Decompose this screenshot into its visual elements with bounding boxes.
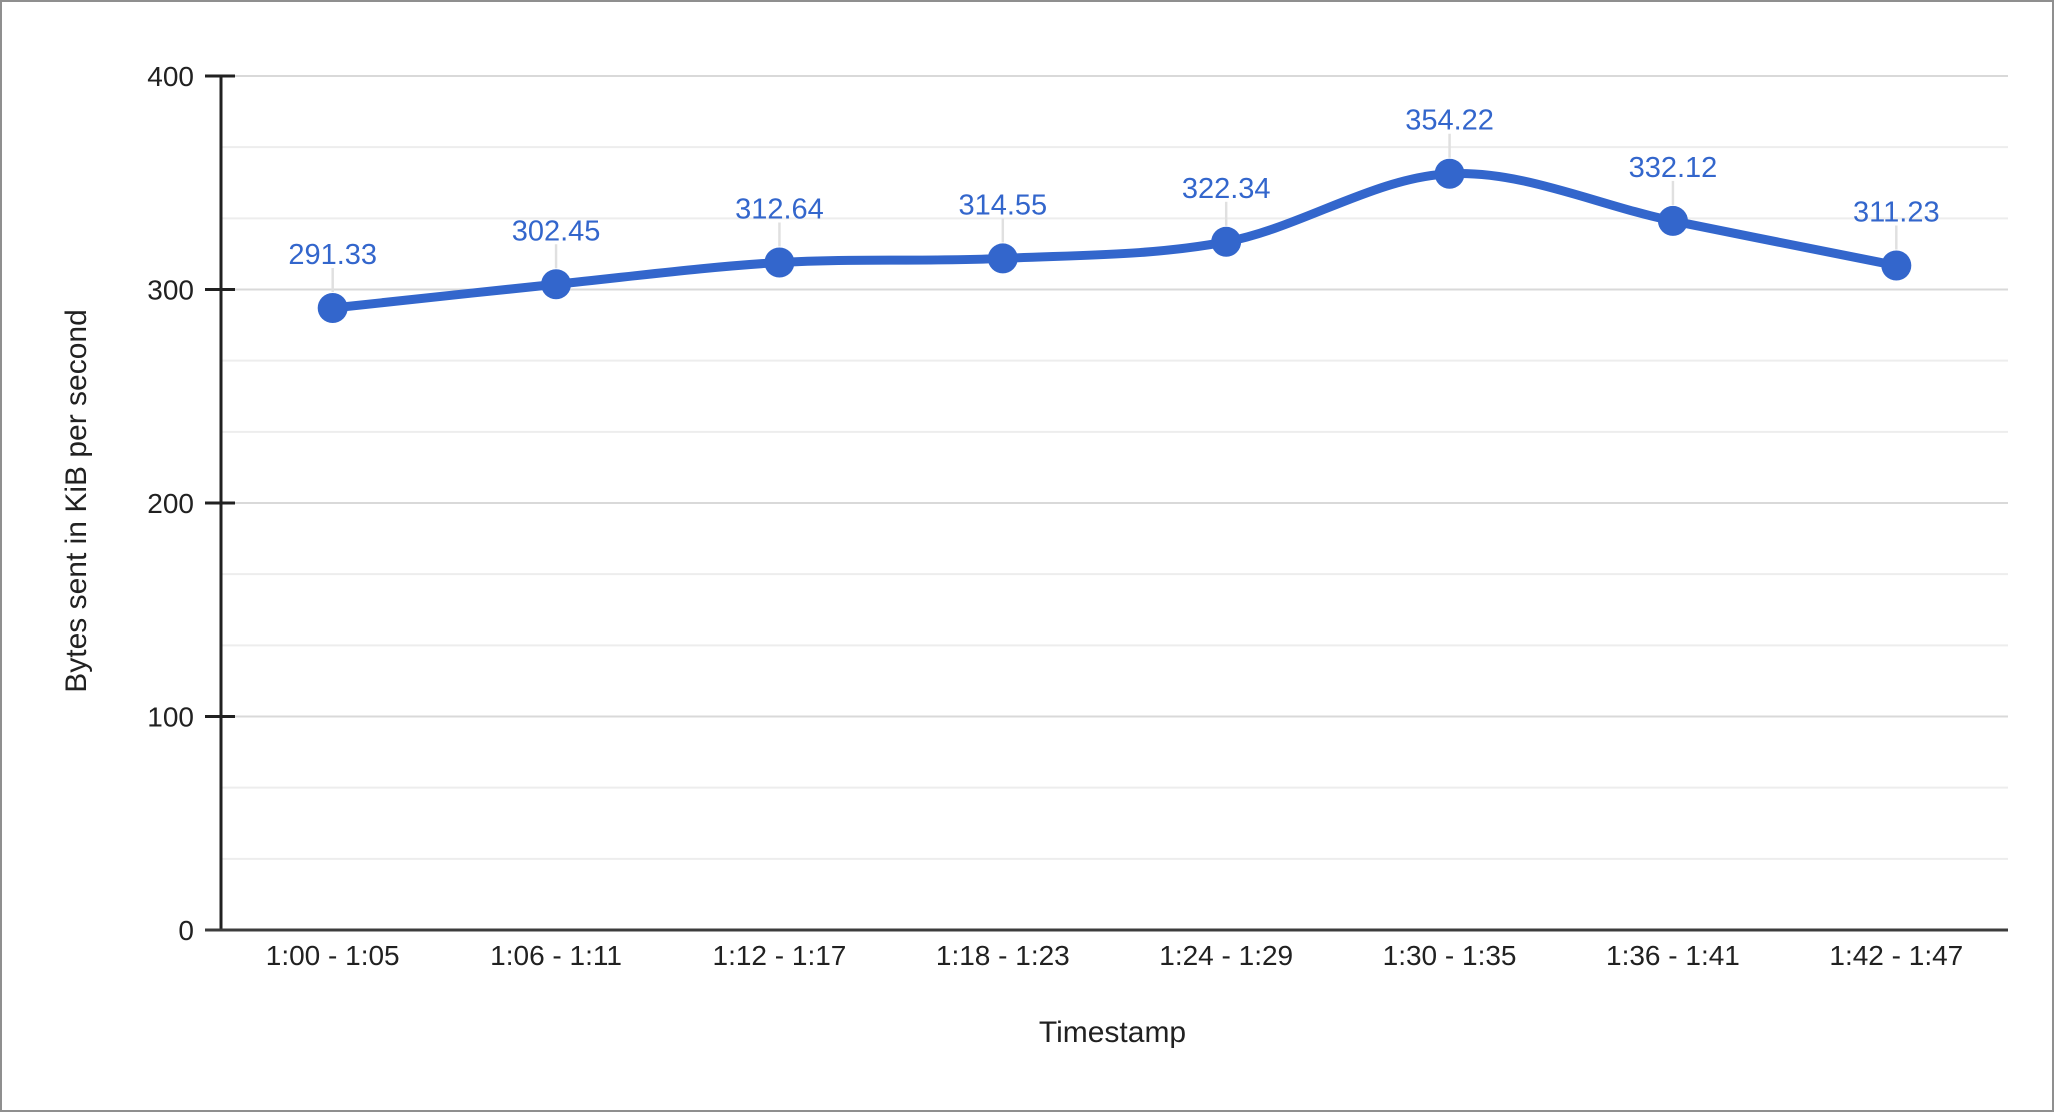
series-line <box>328 169 1901 313</box>
x-axis-tick-label: 1:18 - 1:23 <box>936 940 1070 971</box>
x-axis-tick-label: 1:06 - 1:11 <box>490 940 622 971</box>
data-point-marker[interactable] <box>1881 250 1912 281</box>
y-axis-tick-label: 400 <box>147 61 194 92</box>
data-point-marker[interactable] <box>1434 158 1465 189</box>
y-axis-tick-label: 0 <box>178 915 194 946</box>
y-axis-tick-label: 200 <box>147 488 194 519</box>
y-axis-title: Bytes sent in KiB per second <box>60 309 93 693</box>
data-point-marker[interactable] <box>987 243 1018 274</box>
data-point-marker[interactable] <box>1657 205 1688 236</box>
x-axis-tick-label: 1:36 - 1:41 <box>1606 940 1740 971</box>
data-point-label: 314.55 <box>958 189 1047 221</box>
data-point-label: 332.12 <box>1629 152 1718 184</box>
data-point-label: 322.34 <box>1182 173 1271 205</box>
data-point-marker[interactable] <box>541 269 572 300</box>
x-axis-tick-label: 1:12 - 1:17 <box>713 940 847 971</box>
data-point-marker[interactable] <box>764 247 795 278</box>
y-axis-tick-label: 100 <box>147 702 194 733</box>
data-point-label: 291.33 <box>288 239 377 271</box>
data-point-marker[interactable] <box>1211 226 1242 257</box>
x-axis-title: Timestamp <box>1038 1016 1187 1049</box>
data-point-label: 311.23 <box>1853 197 1940 229</box>
y-axis-tick-label: 300 <box>147 275 194 306</box>
data-point-marker[interactable] <box>317 293 348 324</box>
x-axis-tick-label: 1:24 - 1:29 <box>1159 940 1293 971</box>
x-axis-tick-label: 1:42 - 1:47 <box>1829 940 1963 971</box>
data-point-label: 302.45 <box>512 215 601 247</box>
data-point-label: 312.64 <box>735 194 824 226</box>
data-point-label: 354.22 <box>1405 105 1494 137</box>
x-axis-tick-label: 1:30 - 1:35 <box>1383 940 1517 971</box>
x-axis-tick-label: 1:00 - 1:05 <box>266 940 400 971</box>
